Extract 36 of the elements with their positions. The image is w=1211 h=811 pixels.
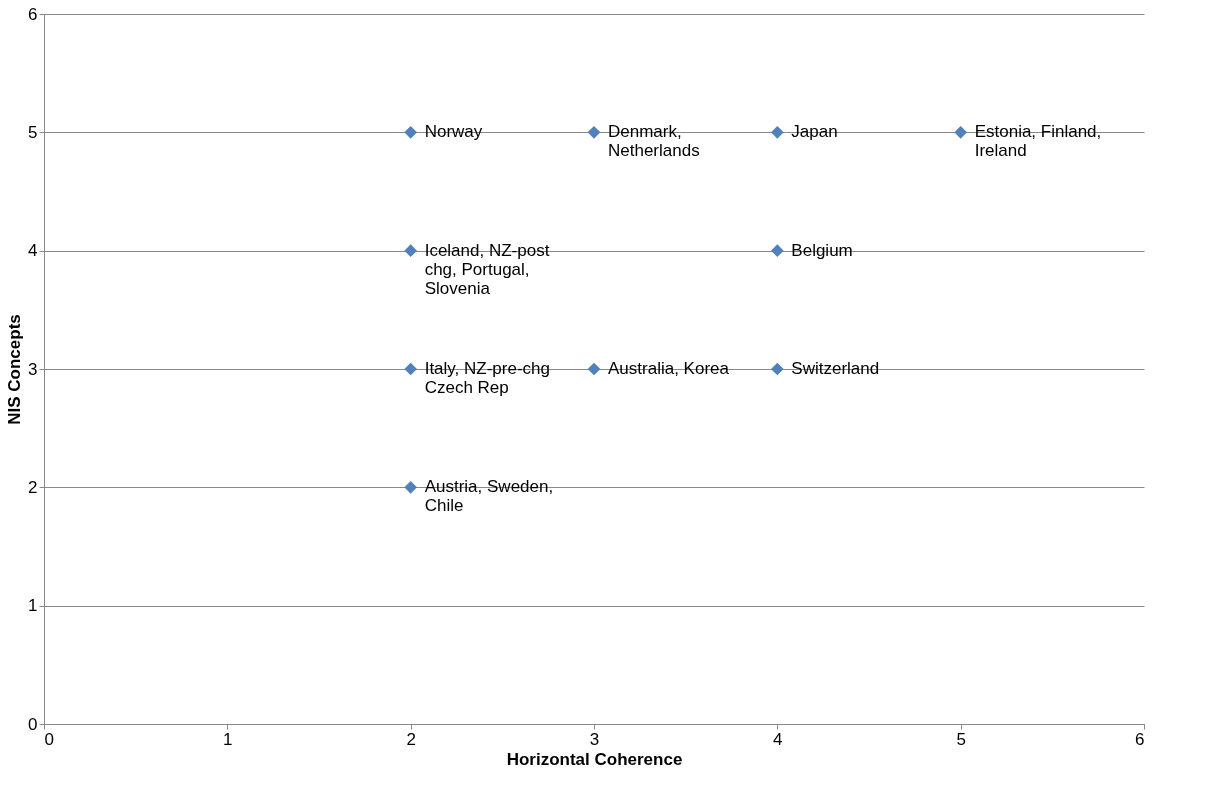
x-tick-label: 2 — [406, 729, 416, 749]
x-tick-label: 5 — [956, 729, 966, 749]
annotation: Japan — [791, 122, 838, 142]
y-tick-label: 0 — [28, 714, 38, 734]
x-tick-label: 4 — [773, 729, 783, 749]
x-tick-label: 3 — [589, 729, 600, 749]
annotation: Austria, Sweden, Chile — [424, 477, 554, 516]
annotation: Estonia, Finland, Ireland — [974, 122, 1102, 161]
annotation: Switzerland — [791, 359, 880, 378]
y-tick-label: 4 — [28, 241, 38, 261]
annotation: Belgium — [791, 240, 853, 260]
y-tick-label: 2 — [28, 477, 38, 497]
point — [404, 126, 417, 139]
point — [771, 126, 784, 139]
point — [954, 126, 967, 139]
point — [587, 362, 601, 376]
x-tick-label: 1 — [223, 729, 233, 749]
annotation: Denmark, Netherlands — [608, 122, 700, 161]
annotation: Iceland, NZ-post chg, Portugal, Slovenia — [424, 240, 550, 298]
y-axis-title: NIS Concepts — [5, 314, 25, 425]
point — [771, 362, 784, 376]
annotation: Italy, NZ-pre-chg Czech Rep — [424, 359, 550, 397]
point — [587, 126, 601, 139]
x-tick-label: 6 — [1135, 729, 1145, 749]
point — [404, 362, 417, 376]
x-axis-title: Horizontal Coherence — [506, 749, 683, 769]
annotation: Australia, Korea — [608, 359, 730, 378]
point — [771, 244, 784, 257]
annotation: Norway — [424, 122, 483, 142]
y-tick-label: 6 — [28, 4, 38, 24]
y-tick-label: 1 — [28, 596, 38, 616]
x-tick-label: 0 — [44, 729, 54, 749]
point — [404, 244, 417, 257]
point — [404, 481, 417, 494]
y-tick-label: 3 — [28, 359, 38, 379]
y-tick-label: 5 — [28, 122, 38, 142]
